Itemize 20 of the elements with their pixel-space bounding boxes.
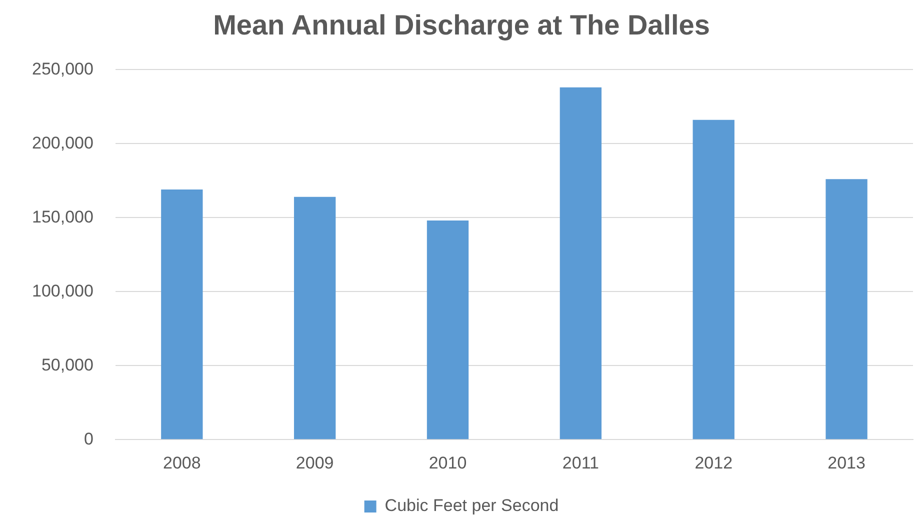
- bar: [826, 179, 868, 440]
- bar: [426, 220, 469, 440]
- y-tick-label: 250,000: [32, 59, 94, 78]
- x-tick-label: 2008: [163, 453, 201, 472]
- y-tick-label: 100,000: [32, 281, 94, 300]
- bar: [692, 120, 734, 440]
- x-tick-label: 2010: [428, 453, 467, 472]
- y-tick-label: 0: [84, 429, 94, 448]
- chart-title: Mean Annual Discharge at The Dalles: [213, 10, 710, 41]
- y-tick-label: 50,000: [41, 355, 94, 374]
- x-tick-label: 2009: [296, 453, 334, 472]
- bar: [294, 196, 336, 440]
- x-tick-label: 2011: [562, 453, 599, 472]
- x-tick-label: 2013: [828, 453, 866, 472]
- bar: [161, 189, 203, 440]
- x-tick-label: 2012: [694, 453, 733, 472]
- bar: [560, 87, 602, 440]
- legend-label: Cubic Feet per Second: [384, 496, 559, 516]
- y-tick-label: 200,000: [32, 133, 94, 152]
- y-tick-label: 150,000: [32, 207, 94, 226]
